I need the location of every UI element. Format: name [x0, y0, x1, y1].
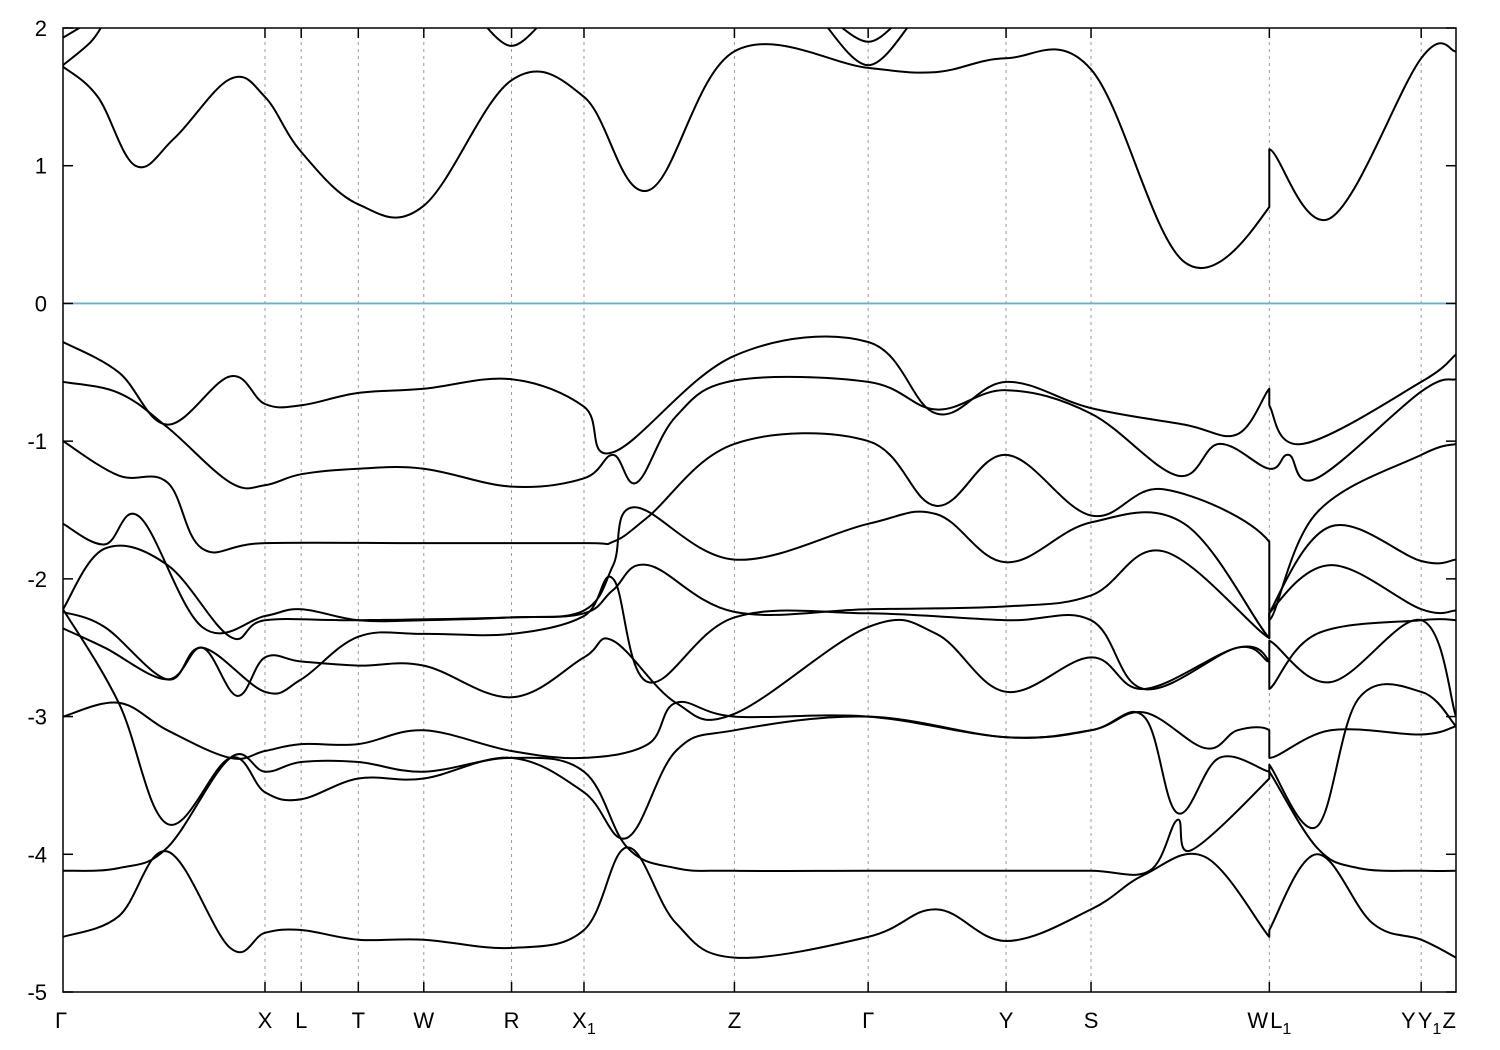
band-line-12 [63, 618, 1456, 721]
plot-frame [62, 27, 1457, 993]
x-tick-label: X [258, 1008, 273, 1033]
band-line-4 [840, 28, 893, 43]
kpoint-label: X [258, 1008, 273, 1033]
y-tick-label: -2 [27, 567, 47, 592]
band-layer [63, 28, 1456, 959]
x-tick-label: Y [999, 1008, 1014, 1033]
y-axis: -5 -4 -3 -2 -1 0 1 2 [27, 16, 1456, 1005]
x-tick-label: YY1 [1401, 1008, 1441, 1038]
grid-layer [264, 28, 1422, 992]
kpoint-subscript: 1 [587, 1021, 596, 1038]
band-line-14 [63, 608, 1456, 840]
x-tick-label: W [413, 1008, 434, 1033]
x-axis: Γ X L T W R X1 Z Γ Y S WL1 YY1 Z [55, 28, 1456, 1038]
band-line-6 [63, 335, 1456, 455]
y-tick-label: -4 [27, 842, 47, 867]
kpoint-label: Z [1443, 1008, 1456, 1033]
band-line-15 [63, 753, 1456, 876]
kpoint-label: Γ [55, 1008, 67, 1033]
x-tick-label: Z [1443, 1008, 1456, 1033]
kpoint-label: Y [1401, 1008, 1416, 1033]
band-line-9 [63, 506, 1456, 640]
y-tick-label: 0 [35, 291, 47, 316]
band-line-11 [63, 575, 1456, 695]
band-line-0 [63, 42, 1456, 270]
band-line-13 [63, 700, 1456, 760]
x-tick-label: T [352, 1008, 365, 1033]
x-tick-label: Γ [55, 1008, 67, 1033]
kpoint-label: W [413, 1008, 434, 1033]
kpoint-label: Y [1418, 1008, 1433, 1033]
kpoint-label: X [572, 1008, 587, 1033]
kpoint-label: S [1084, 1008, 1099, 1033]
x-tick-label: X1 [572, 1008, 596, 1038]
x-tick-label: S [1084, 1008, 1099, 1033]
band-line-16 [63, 846, 1456, 959]
kpoint-label: L [295, 1008, 307, 1033]
kpoint-subscript: 1 [1432, 1021, 1441, 1038]
band-line-8 [63, 432, 1456, 622]
x-tick-label: L [295, 1008, 307, 1033]
band-line-5 [826, 28, 909, 67]
kpoint-label: L [1270, 1008, 1282, 1033]
kpoint-label: Y [999, 1008, 1014, 1033]
kpoint-label: Z [728, 1008, 741, 1033]
kpoint-subscript: 1 [1282, 1021, 1291, 1038]
kpoint-label: R [504, 1008, 520, 1033]
y-tick-label: 2 [35, 16, 47, 41]
y-tick-label: -5 [27, 980, 47, 1005]
y-tick-label: -1 [27, 429, 47, 454]
x-tick-label: Z [728, 1008, 741, 1033]
y-tick-label: -3 [27, 705, 47, 730]
x-tick-label: WL1 [1247, 1008, 1291, 1038]
y-tick-label: 1 [35, 154, 47, 179]
x-tick-label: R [504, 1008, 520, 1033]
kpoint-label: Γ [862, 1008, 874, 1033]
kpoint-label: W [1247, 1008, 1268, 1033]
band-line-7 [63, 375, 1456, 490]
x-tick-label: Γ [862, 1008, 874, 1033]
band-line-10 [63, 544, 1456, 640]
band-line-2 [63, 28, 102, 66]
kpoint-label: T [352, 1008, 365, 1033]
band-line-1 [63, 28, 82, 39]
